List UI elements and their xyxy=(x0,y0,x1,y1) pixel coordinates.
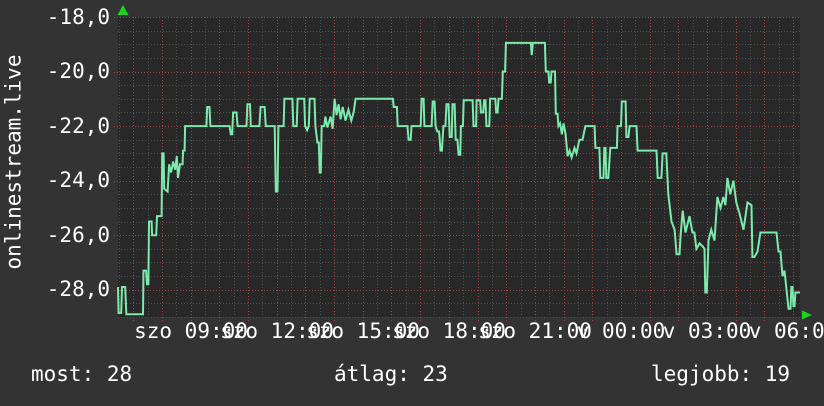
y-tick-label: -22,0 xyxy=(46,114,110,138)
x-tick-label: v 06:00 xyxy=(748,319,824,343)
major-gridlines xyxy=(114,17,800,321)
stat-best: legjobb: 19 xyxy=(651,362,791,386)
x-tick-label: v 00:00 xyxy=(576,319,666,343)
x-tick-label: szo 15:00 xyxy=(306,319,420,343)
minor-gridlines xyxy=(118,17,800,318)
y-tick-label: -28,0 xyxy=(46,277,110,301)
x-tick-label: v 03:00 xyxy=(662,319,752,343)
y-tick-label: -26,0 xyxy=(46,223,110,247)
watermark-vertical-label: onlinestream.live xyxy=(1,54,26,270)
y-axis-arrow-icon xyxy=(117,5,129,15)
x-tick-label: szo 09:00 xyxy=(134,319,248,343)
data-line xyxy=(117,41,800,316)
y-tick-label: -24,0 xyxy=(46,168,110,192)
x-tick-label: szo 21:00 xyxy=(478,319,592,343)
stat-now: most: 28 xyxy=(31,362,133,386)
stat-average: átlag: 23 xyxy=(334,362,448,386)
y-tick-label: -20,0 xyxy=(46,59,110,83)
plot-background xyxy=(118,17,800,317)
y-tick-label: -18,0 xyxy=(46,5,110,29)
x-tick-label: szo 18:00 xyxy=(392,319,506,343)
x-axis-arrow-icon xyxy=(802,310,812,320)
x-tick-label: szo 12:00 xyxy=(220,319,334,343)
